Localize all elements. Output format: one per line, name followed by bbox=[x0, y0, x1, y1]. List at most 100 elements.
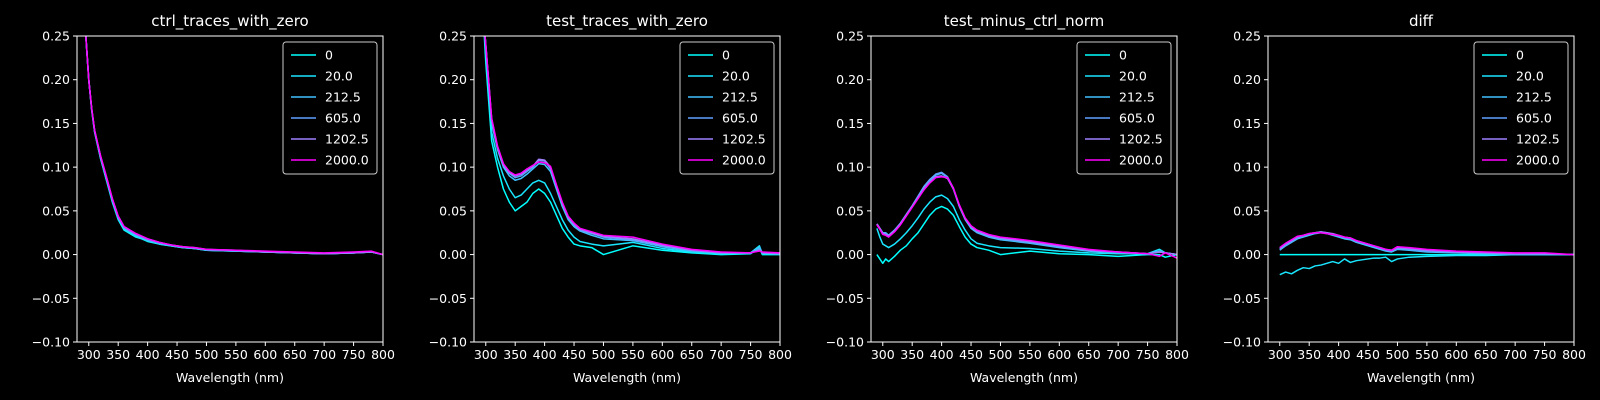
legend-box bbox=[1076, 41, 1172, 175]
x-tick-label: 400 bbox=[136, 347, 160, 362]
x-tick-label: 800 bbox=[371, 347, 395, 362]
x-tick-label: 500 bbox=[592, 347, 616, 362]
axes-frame bbox=[473, 35, 781, 343]
chart-title: diff bbox=[1409, 12, 1434, 30]
x-tick-label: 450 bbox=[959, 347, 983, 362]
chart-title: test_traces_with_zero bbox=[546, 12, 708, 31]
x-tick-label: 500 bbox=[989, 347, 1013, 362]
axes-frame bbox=[1267, 35, 1575, 343]
x-tick-label: 800 bbox=[1165, 347, 1189, 362]
y-tick-label: 0.20 bbox=[439, 72, 467, 87]
y-tick-label: 0.05 bbox=[1233, 203, 1261, 218]
x-tick-label: 350 bbox=[1297, 347, 1321, 362]
legend-label: 0 bbox=[325, 48, 333, 63]
x-tick-label: 700 bbox=[1106, 347, 1130, 362]
x-tick-label: 500 bbox=[195, 347, 219, 362]
x-tick-label: 550 bbox=[621, 347, 645, 362]
x-tick-label: 450 bbox=[165, 347, 189, 362]
y-tick-label: 0.15 bbox=[42, 116, 70, 131]
y-tick-label: 0.15 bbox=[836, 116, 864, 131]
y-tick-label: 0.10 bbox=[42, 160, 70, 175]
legend-label: 605.0 bbox=[1516, 111, 1552, 126]
x-tick-label: 550 bbox=[1018, 347, 1042, 362]
series-group bbox=[876, 171, 1177, 265]
x-tick-label: 650 bbox=[680, 347, 704, 362]
y-tick-label: 0.00 bbox=[439, 247, 467, 262]
series-group bbox=[1279, 231, 1574, 276]
legend-label: 2000.0 bbox=[1119, 153, 1163, 168]
y-tick-label: 0.00 bbox=[836, 247, 864, 262]
y-tick-label: −0.05 bbox=[429, 291, 467, 306]
legend-label: 0 bbox=[722, 48, 730, 63]
series-line-0 bbox=[876, 205, 1177, 265]
x-axis-label: Wavelength (nm) bbox=[1367, 370, 1475, 385]
x-tick-label: 750 bbox=[1136, 347, 1160, 362]
legend-box bbox=[1473, 41, 1569, 175]
legend-label: 212.5 bbox=[1516, 90, 1552, 105]
x-tick-label: 450 bbox=[562, 347, 586, 362]
y-tick-label: 0.25 bbox=[836, 29, 864, 44]
y-tick-label: 0.05 bbox=[836, 203, 864, 218]
x-tick-label: 800 bbox=[768, 347, 792, 362]
x-tick-label: 550 bbox=[224, 347, 248, 362]
legend-label: 605.0 bbox=[1119, 111, 1155, 126]
y-tick-label: 0.20 bbox=[1233, 72, 1261, 87]
y-tick-label: 0.25 bbox=[42, 29, 70, 44]
chart-panel-2: 300 350 400 450 500 550 600 650 700 750 800 −0.10 −0… bbox=[429, 12, 792, 385]
y-tick-label: −0.10 bbox=[826, 335, 864, 350]
legend-box bbox=[282, 41, 378, 175]
legend-label: 212.5 bbox=[722, 90, 758, 105]
x-axis-label: Wavelength (nm) bbox=[573, 370, 681, 385]
x-tick-label: 650 bbox=[1077, 347, 1101, 362]
legend-label: 1202.5 bbox=[1119, 132, 1163, 147]
y-tick-label: 0.20 bbox=[42, 72, 70, 87]
legend-label: 2000.0 bbox=[722, 153, 766, 168]
x-tick-label: 400 bbox=[930, 347, 954, 362]
y-tick-label: 0.15 bbox=[1233, 116, 1261, 131]
x-tick-label: 350 bbox=[503, 347, 527, 362]
y-tick-label: 0.15 bbox=[439, 116, 467, 131]
x-tick-label: 450 bbox=[1356, 347, 1380, 362]
series-group bbox=[85, 36, 383, 256]
x-tick-label: 650 bbox=[283, 347, 307, 362]
legend-label: 20.0 bbox=[1516, 69, 1544, 84]
x-tick-label: 400 bbox=[1327, 347, 1351, 362]
x-tick-label: 600 bbox=[253, 347, 277, 362]
x-tick-label: 700 bbox=[1503, 347, 1527, 362]
chart-panel-4: 300 350 400 450 500 550 600 650 700 750 800 −0.10 −0… bbox=[1223, 12, 1586, 385]
axes-frame bbox=[76, 35, 384, 343]
legend-label: 0 bbox=[1516, 48, 1524, 63]
y-tick-label: −0.10 bbox=[32, 335, 70, 350]
x-tick-label: 750 bbox=[342, 347, 366, 362]
legend-box bbox=[679, 41, 775, 175]
y-tick-label: 0.20 bbox=[836, 72, 864, 87]
series-line-2000.0 bbox=[484, 36, 780, 254]
series-line-0 bbox=[483, 36, 780, 256]
x-tick-label: 300 bbox=[1268, 347, 1292, 362]
y-tick-label: 0.05 bbox=[439, 203, 467, 218]
series-line-212.5 bbox=[1279, 231, 1574, 256]
x-axis-label: Wavelength (nm) bbox=[970, 370, 1078, 385]
y-tick-label: −0.05 bbox=[826, 291, 864, 306]
x-tick-label: 600 bbox=[1444, 347, 1468, 362]
x-tick-label: 500 bbox=[1386, 347, 1410, 362]
series-line-20.0 bbox=[876, 194, 1177, 256]
y-tick-label: −0.05 bbox=[1223, 291, 1261, 306]
x-tick-label: 700 bbox=[312, 347, 336, 362]
y-tick-label: 0.25 bbox=[1233, 29, 1261, 44]
x-tick-label: 700 bbox=[709, 347, 733, 362]
x-tick-label: 800 bbox=[1562, 347, 1586, 362]
y-tick-label: 0.10 bbox=[439, 160, 467, 175]
y-tick-label: 0.00 bbox=[1233, 247, 1261, 262]
x-tick-label: 750 bbox=[1533, 347, 1557, 362]
series-line-2000.0 bbox=[85, 36, 383, 256]
x-tick-label: 650 bbox=[1474, 347, 1498, 362]
legend: 0 20.0 212.5 605.0 1202.5 2000.0 bbox=[1473, 41, 1569, 175]
y-tick-label: 0.25 bbox=[439, 29, 467, 44]
legend: 0 20.0 212.5 605.0 1202.5 2000.0 bbox=[679, 41, 775, 175]
chart-panel-1: 300 350 400 450 500 550 600 650 700 750 800 −0.10 −0… bbox=[32, 12, 395, 385]
y-tick-label: 0.10 bbox=[836, 160, 864, 175]
legend: 0 20.0 212.5 605.0 1202.5 2000.0 bbox=[1076, 41, 1172, 175]
legend-label: 605.0 bbox=[325, 111, 361, 126]
